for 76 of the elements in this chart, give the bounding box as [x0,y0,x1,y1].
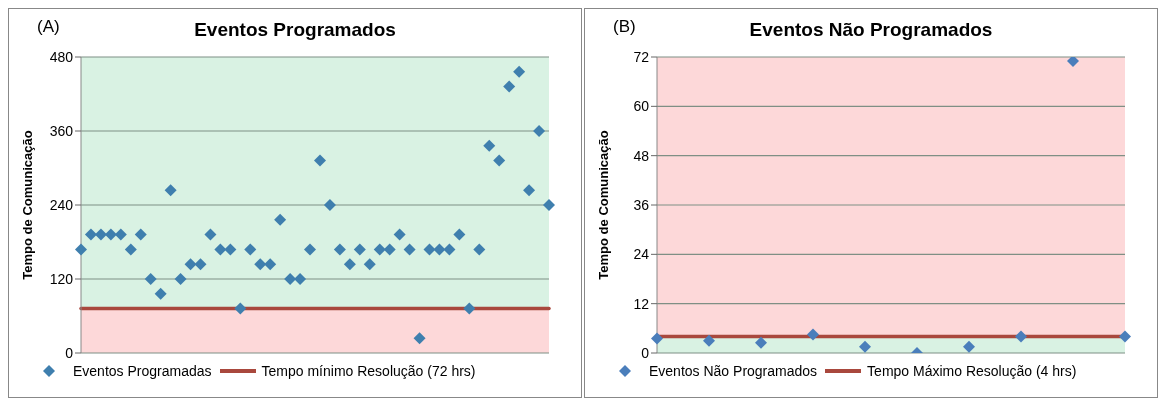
point [304,243,317,256]
point [1119,330,1131,343]
point [963,340,975,353]
point [264,258,277,271]
y-tick-label: 12 [633,295,650,312]
point [443,243,456,256]
point [523,184,536,197]
y-tick-label: 240 [49,196,74,213]
text: (B) [613,17,636,37]
point [164,184,177,197]
point [453,228,466,241]
point [503,80,516,93]
point [859,340,871,353]
legend-label: Tempo mínimo Resolução (72 hrs) [261,363,476,379]
point [1015,330,1027,343]
point [144,273,157,285]
y-axis-title: Tempo de Comunicação [595,130,611,280]
point [373,243,386,256]
y-tick-label: 0 [641,344,650,361]
point [323,199,336,211]
point [294,273,307,285]
point [703,334,715,347]
y-tick-label: 72 [633,48,650,65]
y-tick-label: 480 [49,48,74,65]
point [114,228,127,241]
point [244,243,257,256]
point [224,243,237,256]
point [807,328,819,341]
point [413,332,426,345]
point [204,228,217,241]
point [174,273,187,285]
y-tick-label: 36 [633,196,650,213]
point [75,243,87,256]
point [513,65,526,78]
point [124,243,137,256]
point [433,243,446,256]
point [84,228,97,241]
point [493,154,506,167]
point [543,199,555,211]
point [343,258,356,271]
point [533,125,546,137]
point [254,258,267,271]
y-tick-label: 60 [633,98,650,115]
point [274,213,287,226]
point [473,243,486,256]
chart-title: Eventos Programados [194,19,396,40]
legend-label: Eventos Programadas [73,363,212,379]
point [651,332,663,345]
y-tick-label: 48 [633,147,650,164]
point [234,302,247,315]
legend-label: Eventos Não Programados [649,363,818,379]
point [353,243,366,256]
point [383,243,396,256]
y-axis-title: Tempo de Comunicação [19,130,35,280]
point [333,243,346,256]
point [423,243,436,256]
point [393,228,406,241]
point [363,258,376,271]
y-tick-label: 360 [49,122,74,139]
point [154,287,167,300]
y-tick-label: 24 [633,246,650,263]
point [214,243,227,256]
legend-label: Tempo Máximo Resolução (4 hrs) [867,363,1077,379]
point [403,243,416,256]
chart-title: Eventos Não Programados [749,19,993,40]
y-tick-label: 0 [65,344,74,361]
y-tick-label: 120 [49,270,74,287]
point [755,336,767,349]
point [313,154,326,167]
point [134,228,147,241]
point [1067,57,1079,68]
point [463,302,476,315]
text: (A) [37,17,60,37]
point [483,139,496,152]
point [194,258,207,271]
point [184,258,197,271]
